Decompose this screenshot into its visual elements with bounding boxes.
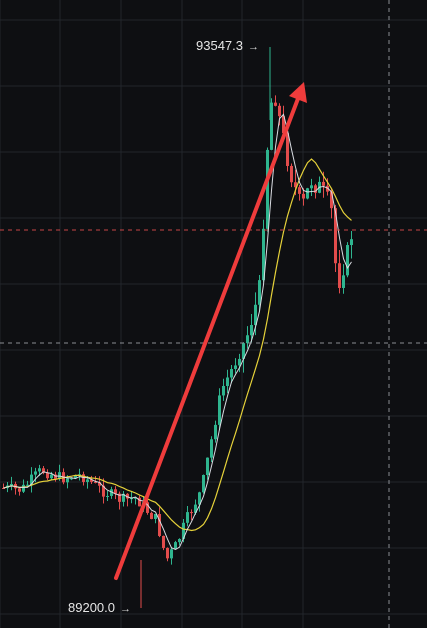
candle-body xyxy=(146,502,149,513)
candle-body xyxy=(122,493,125,502)
candle-body xyxy=(290,165,293,183)
candle-body xyxy=(118,493,121,502)
candle-body xyxy=(342,275,345,288)
high-price-label: 93547.3 → xyxy=(196,38,259,53)
candle-body xyxy=(34,471,37,475)
candle-body xyxy=(234,365,237,369)
candle-body xyxy=(46,472,49,479)
candle-body xyxy=(282,116,285,134)
candle-body xyxy=(242,343,245,359)
candle-body xyxy=(150,512,153,519)
candle-body xyxy=(258,280,261,305)
candle-body xyxy=(94,481,97,483)
candle-body xyxy=(38,468,41,472)
candle-body xyxy=(302,193,305,199)
candle-body xyxy=(310,185,313,189)
candle-body xyxy=(22,484,25,492)
candle-body xyxy=(338,263,341,288)
candle-body xyxy=(286,133,289,166)
candle-body xyxy=(254,304,257,326)
high-price-value: 93547.3 xyxy=(196,38,243,53)
candle-body xyxy=(102,485,105,497)
candle-body xyxy=(346,245,349,276)
candle-body xyxy=(218,395,221,425)
candle-body xyxy=(214,424,217,440)
candle-body xyxy=(306,188,309,199)
candle-body xyxy=(90,479,93,482)
candle-body xyxy=(50,474,53,479)
low-price-value: 89200.0 xyxy=(68,600,115,615)
candle-body xyxy=(70,478,73,480)
candle-body xyxy=(170,549,173,559)
candle-body xyxy=(162,535,165,548)
candle-body xyxy=(294,182,297,188)
candle-body xyxy=(194,504,197,513)
candle-body xyxy=(174,542,177,550)
candle-body xyxy=(266,149,269,229)
candle-body xyxy=(110,489,113,496)
candle-body xyxy=(42,468,45,473)
candle-body xyxy=(166,547,169,559)
candle-body xyxy=(106,495,109,497)
candle-body xyxy=(2,488,5,489)
candle-body xyxy=(326,185,329,192)
candle-body xyxy=(190,512,193,514)
candle-body xyxy=(314,185,317,193)
moving-average-fast xyxy=(3,113,352,550)
candle-body xyxy=(30,474,33,485)
candle-body xyxy=(330,191,333,209)
arrow-right-icon: → xyxy=(248,41,259,53)
candle-body xyxy=(138,497,141,507)
candle-body xyxy=(74,475,77,479)
candle-body xyxy=(182,522,185,539)
candle-body xyxy=(270,102,273,150)
candle-body xyxy=(78,474,81,476)
candle-body xyxy=(230,368,233,378)
candle-body xyxy=(10,483,13,486)
candle-body xyxy=(134,497,137,499)
candle-body xyxy=(222,385,225,396)
candle-body xyxy=(198,492,201,505)
candle-body xyxy=(262,228,265,281)
candle-body xyxy=(186,512,189,523)
candle-body xyxy=(322,181,325,186)
candle-body xyxy=(98,482,101,486)
candle-body xyxy=(250,325,253,336)
candle-body xyxy=(350,239,353,246)
candle-body xyxy=(114,489,117,494)
candle-body xyxy=(66,478,69,483)
candle-body xyxy=(158,513,161,536)
candle-body xyxy=(54,474,57,479)
candle-body xyxy=(154,513,157,519)
candle-body xyxy=(86,479,89,482)
moving-average-slow xyxy=(3,158,352,532)
candle-body xyxy=(18,488,21,492)
low-price-label: 89200.0 → xyxy=(68,600,131,615)
candle-body xyxy=(298,187,301,194)
candle-body xyxy=(178,538,181,543)
candle-body xyxy=(206,457,209,475)
candle-body xyxy=(226,377,229,386)
candle-body xyxy=(238,358,241,366)
candle-body xyxy=(202,474,205,493)
candle-body xyxy=(26,484,29,486)
candle-body xyxy=(278,105,281,117)
candle-body xyxy=(126,493,129,499)
candle-body xyxy=(334,208,337,264)
candle-body xyxy=(210,439,213,458)
trend-arrow xyxy=(114,82,307,580)
arrow-right-icon: → xyxy=(120,603,131,615)
candle-body xyxy=(130,498,133,500)
candle-body xyxy=(82,474,85,482)
candle-body xyxy=(274,102,277,106)
candle-body xyxy=(246,335,249,344)
